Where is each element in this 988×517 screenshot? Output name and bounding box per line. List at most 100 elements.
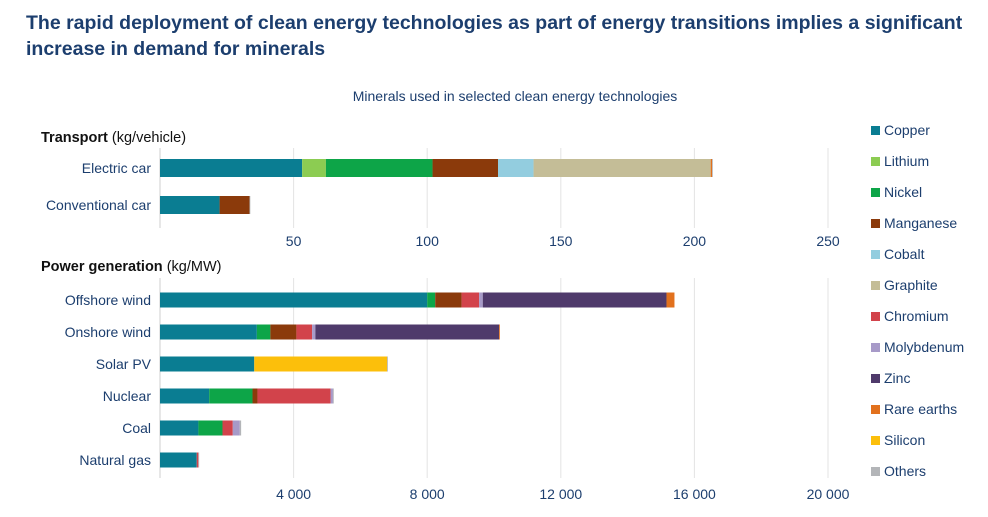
bar-segment-manganese [435, 292, 462, 308]
legend-swatch [871, 125, 880, 135]
legend-label: Lithium [884, 153, 930, 169]
x-tick-label: 100 [416, 233, 440, 249]
legend-swatch [871, 249, 880, 259]
legend-swatch [871, 435, 880, 445]
legend-item-rare-earths: Rare earths [871, 399, 957, 419]
bar-segment-zinc [482, 292, 667, 308]
legend-swatch [871, 311, 880, 321]
bar-segment-zinc [315, 324, 500, 340]
category-label: Electric car [82, 160, 152, 176]
bar-segment-molybdenum [330, 388, 333, 404]
legend-label: Molybdenum [884, 339, 965, 355]
category-label: Solar PV [96, 356, 152, 372]
bar-segment-copper [160, 324, 257, 340]
category-label: Offshore wind [65, 292, 151, 308]
bar-segment-graphite [533, 159, 711, 177]
bar-segment-nickel [427, 292, 436, 308]
x-tick-label: 250 [816, 233, 840, 249]
category-label: Coal [122, 420, 151, 436]
bar-segment-others [712, 159, 713, 177]
bar-segment-lithium [302, 159, 326, 177]
bar-segment-manganese [219, 196, 250, 214]
legend-swatch [871, 218, 880, 228]
legend-label: Cobalt [884, 246, 925, 262]
legend-label: Zinc [884, 370, 911, 386]
panel-heading-unit: (kg/vehicle) [108, 130, 186, 146]
x-tick-label: 200 [683, 233, 707, 249]
x-tick-label: 4 000 [276, 486, 311, 502]
bar-segment-others [239, 420, 242, 436]
legend-item-nickel: Nickel [871, 182, 922, 202]
legend-item-cobalt: Cobalt [871, 244, 924, 264]
panel-heading-title: Power generation [41, 259, 163, 275]
legend-item-molybdenum: Molybdenum [871, 337, 964, 357]
x-tick-label: 20 000 [807, 486, 850, 502]
x-tick-label: 12 000 [539, 486, 582, 502]
bar-segment-rare-earths [499, 324, 500, 340]
legend-swatch [871, 187, 880, 197]
bar-segment-chromium [196, 452, 199, 468]
bar-segment-manganese [252, 388, 258, 404]
legend-swatch [871, 466, 880, 476]
bar-segment-copper [160, 388, 210, 404]
panel-heading-unit: (kg/MW) [163, 259, 222, 275]
bar-segment-copper [160, 420, 199, 436]
page-title: The rapid deployment of clean energy tec… [26, 12, 963, 60]
legend-swatch [871, 373, 880, 383]
legend-swatch [871, 280, 880, 290]
legend-item-others: Others [871, 461, 926, 481]
x-tick-label: 50 [286, 233, 302, 249]
bar-segment-nickel [256, 324, 271, 340]
bar-segment-cobalt [498, 159, 534, 177]
legend-swatch [871, 404, 880, 414]
bar-segment-molybdenum [232, 420, 240, 436]
legend-item-silicon: Silicon [871, 430, 925, 450]
bar-segment-molybdenum [312, 324, 316, 340]
legend-swatch [871, 156, 880, 166]
legend-item-copper: Copper [871, 120, 930, 140]
bar-segment-copper [160, 196, 220, 214]
bar-segment-manganese [432, 159, 499, 177]
legend-item-graphite: Graphite [871, 275, 938, 295]
bar-segment-copper [160, 292, 428, 308]
bar-segment-manganese [270, 324, 297, 340]
legend-label: Chromium [884, 308, 949, 324]
legend-item-manganese: Manganese [871, 213, 957, 233]
bar-segment-chromium [461, 292, 480, 308]
legend-label: Copper [884, 122, 930, 138]
legend-label: Rare earths [884, 401, 958, 417]
bar-segment-chromium [222, 420, 233, 436]
bar-segment-others [198, 452, 200, 468]
panel-heading: Power generation (kg/MW) [41, 259, 221, 275]
bar-segment-nickel [325, 159, 433, 177]
legend-item-chromium: Chromium [871, 306, 949, 326]
bar-segment-chromium [296, 324, 313, 340]
legend-label: Nickel [884, 184, 923, 200]
bar-segment-copper [160, 356, 255, 372]
panel-heading-title: Transport [41, 130, 108, 146]
bar-segment-silicon [254, 356, 388, 372]
category-label: Nuclear [103, 388, 152, 404]
bar-segment-copper [160, 452, 197, 468]
bar-segment-others [249, 196, 251, 214]
x-tick-label: 16 000 [673, 486, 716, 502]
category-label: Conventional car [46, 197, 151, 213]
legend-label: Manganese [884, 215, 958, 231]
legend-label: Silicon [884, 432, 926, 448]
bar-segment-nickel [198, 420, 223, 436]
x-tick-label: 8 000 [410, 486, 445, 502]
legend-swatch [871, 342, 880, 352]
panel-heading: Transport (kg/vehicle) [41, 130, 186, 146]
legend-item-zinc: Zinc [871, 368, 910, 388]
legend-label: Others [884, 463, 927, 479]
legend-label: Graphite [884, 277, 938, 293]
bar-segment-rare-earths [666, 292, 675, 308]
bar-segment-rare-earths [710, 159, 713, 177]
category-label: Natural gas [79, 452, 151, 468]
bar-segment-others [387, 356, 388, 372]
bar-segment-others [332, 388, 334, 404]
bar-segment-molybdenum [479, 292, 483, 308]
bar-segment-nickel [209, 388, 253, 404]
x-tick-label: 150 [549, 233, 573, 249]
